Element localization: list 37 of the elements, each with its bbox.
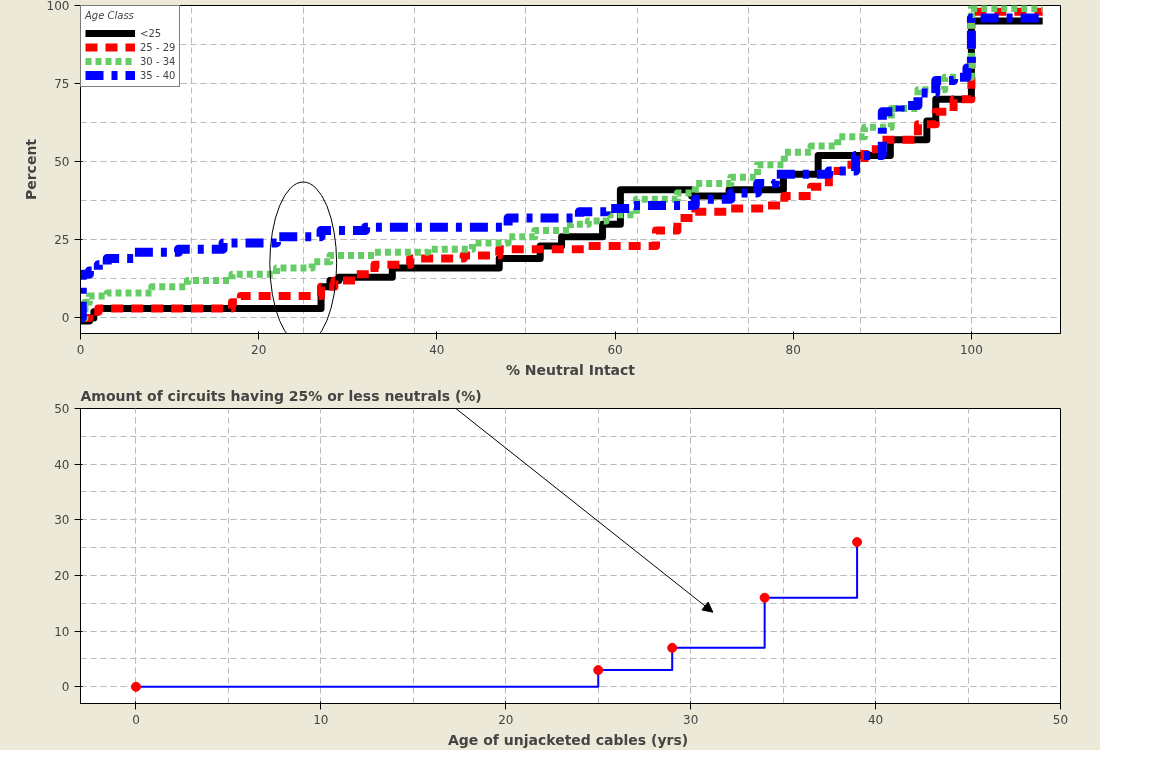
x-tick-label: 40 [867, 712, 884, 727]
y-tick-label: 50 [54, 155, 70, 170]
point [593, 665, 604, 676]
x-tick-label: 10 [313, 712, 329, 727]
y-axis-title: Amount of circuits having 25% or less neutrals (%) [80, 387, 482, 404]
y-tick-label: 0 [61, 311, 70, 326]
x-tick-label: 100 [959, 342, 983, 357]
y-tick-label: 0 [61, 680, 70, 695]
y-tick-label: 75 [54, 77, 70, 92]
x-tick-label: 60 [607, 342, 623, 357]
point [852, 537, 863, 548]
legend-label: 25 - 29 [140, 40, 176, 54]
point [667, 642, 678, 653]
y-tick-label: 30 [54, 513, 70, 528]
x-tick-label: 80 [785, 342, 801, 357]
y-tick-label: 100 [46, 0, 70, 13]
y-tick-label: 10 [54, 624, 70, 639]
legend-title: Age Class [85, 10, 135, 21]
x-tick-label: 30 [683, 712, 699, 727]
x-tick-label: 0 [76, 342, 85, 357]
x-tick-label: 20 [498, 712, 514, 727]
x-tick-label: 0 [132, 712, 140, 727]
y-axis-title: Percent [22, 138, 39, 201]
y-tick-label: 25 [54, 233, 70, 248]
x-tick-label: 20 [251, 342, 267, 357]
x-axis-title: % Neutral Intact [505, 361, 636, 378]
y-tick-label: 40 [54, 457, 70, 472]
x-tick-label: 50 [1052, 712, 1069, 727]
legend-label: 30 - 34 [140, 54, 176, 68]
x-tick-label: 40 [429, 342, 445, 357]
x-axis-title: Age of unjacketed cables (yrs) [447, 731, 689, 748]
legend-label: 35 - 40 [140, 68, 176, 82]
y-tick-label: 50 [54, 402, 70, 416]
point [759, 592, 770, 603]
y-tick-label: 20 [54, 568, 70, 583]
point [130, 681, 141, 692]
legend-label: <25 [140, 26, 162, 40]
